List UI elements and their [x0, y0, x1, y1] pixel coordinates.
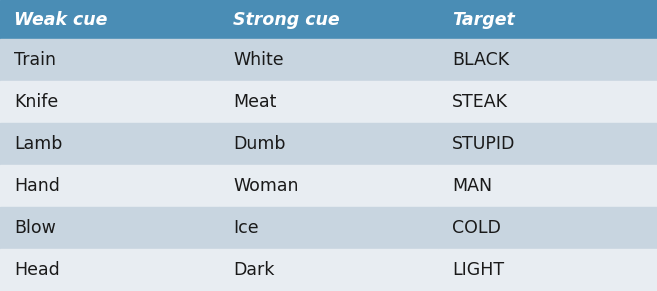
Bar [0, 207, 219, 249]
Text: Weak cue: Weak cue [14, 11, 108, 29]
Bar [0, 165, 219, 207]
Bar [0, 123, 219, 165]
Bar [438, 165, 657, 207]
Text: MAN: MAN [452, 177, 492, 195]
Text: Knife: Knife [14, 93, 58, 111]
Text: Ice: Ice [233, 219, 259, 237]
Text: Blow: Blow [14, 219, 57, 237]
Text: Train: Train [14, 51, 57, 69]
Text: Woman: Woman [233, 177, 299, 195]
Bar [438, 39, 657, 81]
Bar [0, 39, 219, 81]
Text: Dark: Dark [233, 261, 275, 279]
Text: Meat: Meat [233, 93, 277, 111]
Text: LIGHT: LIGHT [452, 261, 504, 279]
Bar [219, 123, 438, 165]
Bar [219, 39, 438, 81]
Bar [0, 249, 219, 291]
Bar [438, 207, 657, 249]
Text: White: White [233, 51, 284, 69]
Bar [438, 249, 657, 291]
Bar [0, 0, 219, 39]
Text: STEAK: STEAK [452, 93, 508, 111]
Bar [219, 81, 438, 123]
Bar [219, 165, 438, 207]
Text: Head: Head [14, 261, 60, 279]
Bar [219, 0, 438, 39]
Bar [0, 81, 219, 123]
Text: Strong cue: Strong cue [233, 11, 340, 29]
Text: Dumb: Dumb [233, 135, 286, 153]
Text: Target: Target [452, 11, 515, 29]
Text: Lamb: Lamb [14, 135, 63, 153]
Bar [438, 81, 657, 123]
Bar [219, 249, 438, 291]
Text: COLD: COLD [452, 219, 501, 237]
Text: Hand: Hand [14, 177, 60, 195]
Text: BLACK: BLACK [452, 51, 509, 69]
Bar [438, 0, 657, 39]
Bar [219, 207, 438, 249]
Bar [438, 123, 657, 165]
Text: STUPID: STUPID [452, 135, 515, 153]
